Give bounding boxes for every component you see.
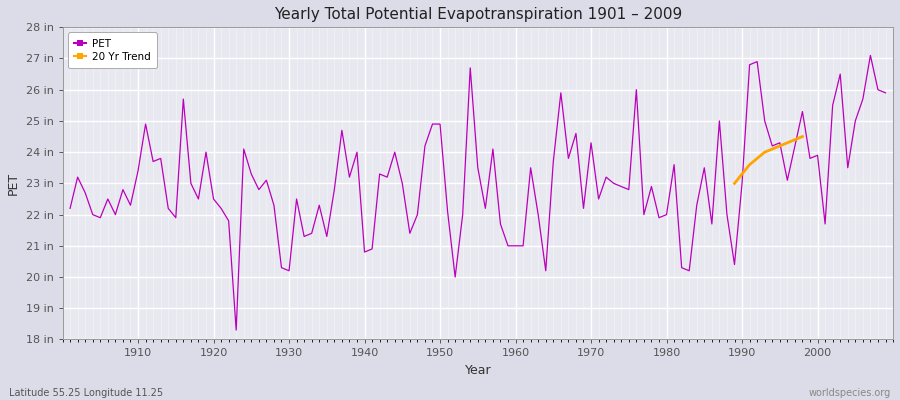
Y-axis label: PET: PET <box>7 172 20 195</box>
Text: Latitude 55.25 Longitude 11.25: Latitude 55.25 Longitude 11.25 <box>9 388 163 398</box>
X-axis label: Year: Year <box>464 364 491 377</box>
Text: worldspecies.org: worldspecies.org <box>809 388 891 398</box>
Legend: PET, 20 Yr Trend: PET, 20 Yr Trend <box>68 32 157 68</box>
Title: Yearly Total Potential Evapotranspiration 1901 – 2009: Yearly Total Potential Evapotranspiratio… <box>274 7 682 22</box>
